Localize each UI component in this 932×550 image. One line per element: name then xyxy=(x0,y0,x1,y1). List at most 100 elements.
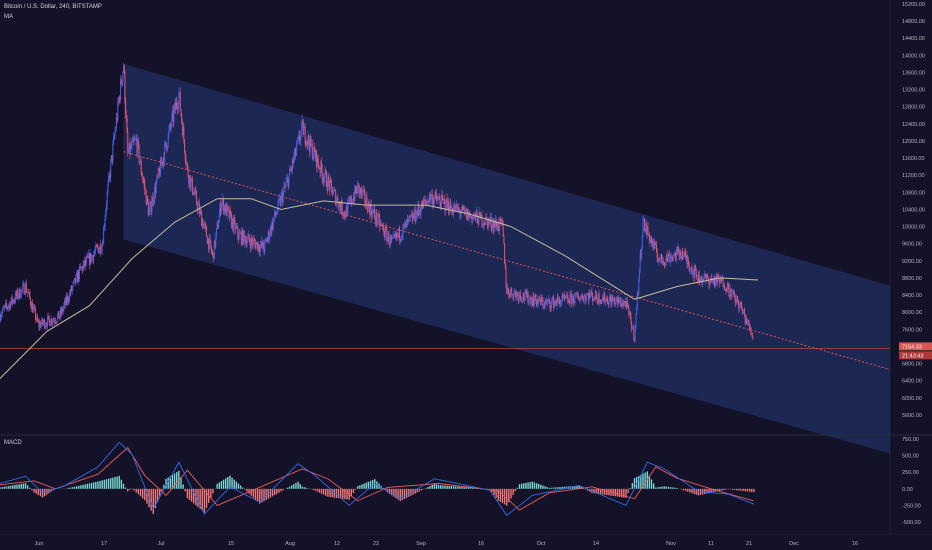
macd-histogram-bar xyxy=(252,488,255,498)
macd-indicator-label[interactable]: MACD xyxy=(4,440,22,446)
symbol-title[interactable]: Bitcoin / U.S. Dollar, 240, BITSTAMP xyxy=(4,4,102,10)
macd-histogram-bar xyxy=(233,479,235,489)
candle-body xyxy=(30,298,32,305)
macd-tick-label: 500.00 xyxy=(902,454,919,460)
candle-body xyxy=(739,306,741,310)
candle-body xyxy=(553,302,555,308)
candle-body xyxy=(700,278,702,283)
candle-body xyxy=(103,227,105,244)
candle-body xyxy=(646,227,648,236)
candle-body xyxy=(39,322,41,327)
price-tag-label: 7154.33 xyxy=(902,344,922,350)
candle-body xyxy=(44,325,46,328)
candle-body xyxy=(560,302,562,303)
candle-body xyxy=(429,193,431,201)
candle-body xyxy=(188,176,190,184)
macd-histogram-bar xyxy=(740,488,742,491)
candle-body xyxy=(389,236,391,245)
macd-histogram-bar xyxy=(290,485,293,489)
candle-body xyxy=(344,211,346,217)
candle-body xyxy=(535,294,537,301)
candle-body xyxy=(341,200,343,214)
candle-body xyxy=(274,211,276,216)
candle-body xyxy=(215,235,217,247)
macd-histogram-bar xyxy=(697,488,700,496)
candle-body xyxy=(371,212,373,218)
macd-histogram-bar xyxy=(250,488,252,496)
candle-body xyxy=(440,194,442,209)
price-tick-label: 13200.00 xyxy=(902,88,925,94)
candle-body xyxy=(242,230,244,245)
candle-body xyxy=(454,205,456,212)
candle-body xyxy=(218,222,220,229)
candle-body xyxy=(270,227,272,234)
candle-body xyxy=(663,261,665,263)
candle-body xyxy=(328,176,330,182)
candle-body xyxy=(548,298,550,301)
macd-histogram-bar xyxy=(165,478,167,489)
candle-body xyxy=(97,246,99,249)
candle-body xyxy=(179,92,181,93)
candle-body xyxy=(337,197,339,205)
candle-body xyxy=(437,198,439,202)
ma-indicator-label[interactable]: MA xyxy=(4,14,13,20)
candle-body xyxy=(61,308,63,315)
candle-body xyxy=(76,272,78,276)
candle-body xyxy=(470,213,472,217)
candle-body xyxy=(470,216,472,217)
macd-histogram-bar xyxy=(665,486,668,489)
macd-histogram-bar xyxy=(24,483,27,489)
candle-body xyxy=(208,237,210,250)
candle-body xyxy=(290,169,292,171)
candle-body xyxy=(12,300,14,303)
macd-histogram-bar xyxy=(723,488,725,491)
candle-body xyxy=(54,319,56,322)
candle-body xyxy=(623,302,625,306)
candle-body xyxy=(520,296,522,301)
candle-body xyxy=(597,293,599,303)
candle-body xyxy=(116,117,118,120)
candle-body xyxy=(426,200,428,203)
candle-body xyxy=(423,199,425,203)
macd-histogram-bar xyxy=(88,483,91,489)
candle-body xyxy=(247,236,249,242)
candle-body xyxy=(281,192,283,196)
candle-body xyxy=(472,217,474,218)
candle-body xyxy=(35,319,37,321)
macd-histogram-bar xyxy=(512,488,514,495)
macd-histogram-bar xyxy=(572,486,574,489)
candle-body xyxy=(427,200,429,205)
candle-body xyxy=(218,213,220,223)
candle-body xyxy=(125,114,127,120)
candle-body xyxy=(464,209,466,212)
candle-body xyxy=(643,218,645,232)
candle-body xyxy=(1,311,3,315)
candle-body xyxy=(690,268,692,270)
macd-histogram-bar xyxy=(561,486,563,489)
candle-body xyxy=(365,196,367,204)
candle-body xyxy=(166,145,168,150)
macd-histogram-bar xyxy=(369,480,372,489)
candle-body xyxy=(302,119,304,135)
candle-body xyxy=(525,291,527,293)
candle-body xyxy=(499,218,501,220)
candle-body xyxy=(2,307,4,312)
candle-body xyxy=(213,240,215,259)
macd-histogram-bar xyxy=(227,476,229,489)
candle-body xyxy=(714,280,716,287)
candle-body xyxy=(707,276,709,281)
macd-histogram-bar xyxy=(618,488,621,497)
candle-body xyxy=(216,223,218,229)
candle-body xyxy=(288,175,290,188)
trend-centerline xyxy=(123,151,891,370)
candle-body xyxy=(609,296,611,300)
candle-body xyxy=(397,233,399,236)
candle-body xyxy=(693,268,695,278)
macd-histogram-bar xyxy=(650,479,653,489)
macd-histogram-bar xyxy=(318,488,321,493)
candle-body xyxy=(439,199,441,205)
macd-histogram-bar xyxy=(150,488,152,511)
candle-body xyxy=(27,293,29,294)
candle-body xyxy=(683,252,685,257)
